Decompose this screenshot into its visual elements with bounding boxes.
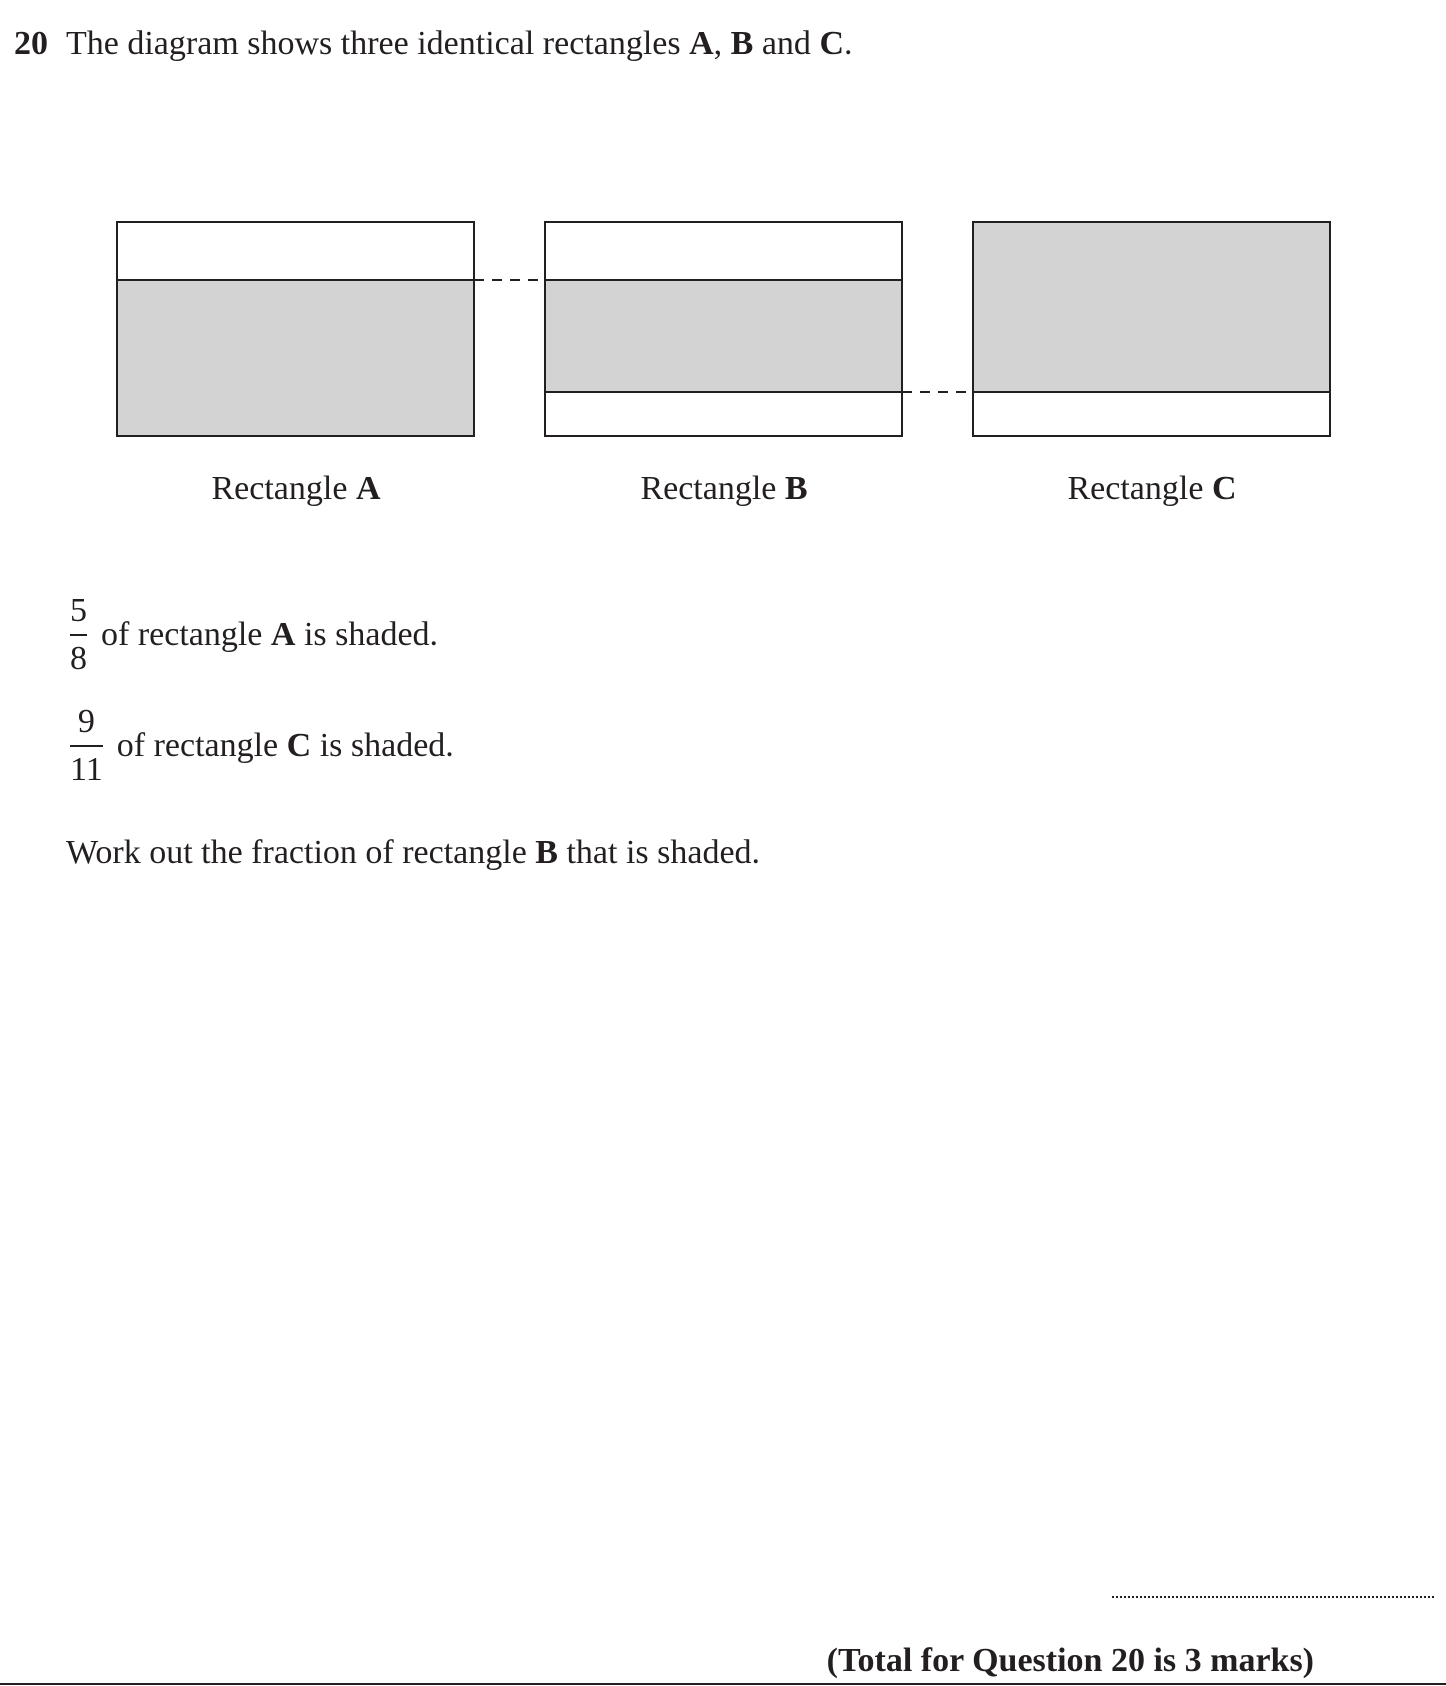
rectangle-a — [116, 221, 475, 437]
rectangle-b-label: Rectangle B — [544, 470, 904, 508]
label-letter-b: B — [784, 470, 808, 507]
task-text: Work out the fraction of rectangle B tha… — [66, 831, 760, 875]
statement-a-suffix: is shaded. — [295, 616, 439, 653]
task-suffix: that is shaded. — [557, 834, 761, 871]
statement-a-text: of rectangle A is shaded. — [101, 616, 438, 654]
rectangle-c-label: Rectangle C — [972, 470, 1332, 508]
rectangle-a-outline — [116, 221, 475, 437]
bottom-rule — [0, 1683, 1446, 1685]
fraction-a-denominator: 8 — [70, 634, 87, 676]
statement-c: 9 11 of rectangle C is shaded. — [70, 705, 454, 787]
fraction-a: 5 8 — [70, 594, 87, 676]
letter-a: A — [689, 25, 714, 62]
task-letter: B — [535, 834, 558, 871]
fraction-c-numerator: 9 — [77, 703, 95, 740]
statement-a-letter: A — [270, 616, 296, 653]
label-letter-a: A — [355, 470, 381, 507]
letter-b: B — [730, 25, 754, 62]
rectangle-c-shaded-region — [973, 222, 1330, 392]
label-word: Rectangle — [1067, 470, 1204, 507]
rectangle-b — [544, 221, 903, 437]
and-word: and — [753, 25, 820, 62]
question-number: 20 — [14, 25, 48, 62]
statement-c-prefix: of rectangle — [116, 727, 287, 764]
question-intro: The diagram shows three identical rectan… — [66, 25, 690, 62]
rectangle-c-outline — [972, 221, 1331, 437]
fraction-a-numerator: 5 — [70, 592, 87, 629]
task-prefix: Work out the fraction of rectangle — [66, 834, 536, 871]
rectangle-a-label: Rectangle A — [116, 470, 476, 508]
question-heading: 20 The diagram shows three identical rect… — [14, 22, 853, 66]
label-word: Rectangle — [640, 470, 777, 507]
fraction-c-denominator: 11 — [70, 745, 103, 787]
total-marks: (Total for Question 20 is 3 marks) — [826, 1642, 1314, 1679]
comma: , — [713, 25, 731, 62]
rectangle-b-shaded-region — [545, 280, 902, 392]
rectangle-c — [972, 221, 1331, 437]
statement-a-prefix: of rectangle — [101, 616, 271, 653]
answer-line[interactable] — [1112, 1596, 1434, 1598]
rectangle-a-shaded-region — [117, 280, 474, 436]
letter-c: C — [819, 25, 844, 62]
rectangle-b-outline — [544, 221, 903, 437]
period: . — [844, 25, 853, 62]
statement-c-letter: C — [286, 727, 312, 764]
label-word: Rectangle — [211, 470, 348, 507]
rectangles-diagram — [116, 221, 1331, 437]
statement-c-suffix: is shaded. — [311, 727, 454, 764]
statement-a: 5 8 of rectangle A is shaded. — [70, 594, 438, 676]
statement-c-text: of rectangle C is shaded. — [117, 727, 454, 765]
label-letter-c: C — [1211, 470, 1237, 507]
fraction-c: 9 11 — [70, 705, 103, 787]
